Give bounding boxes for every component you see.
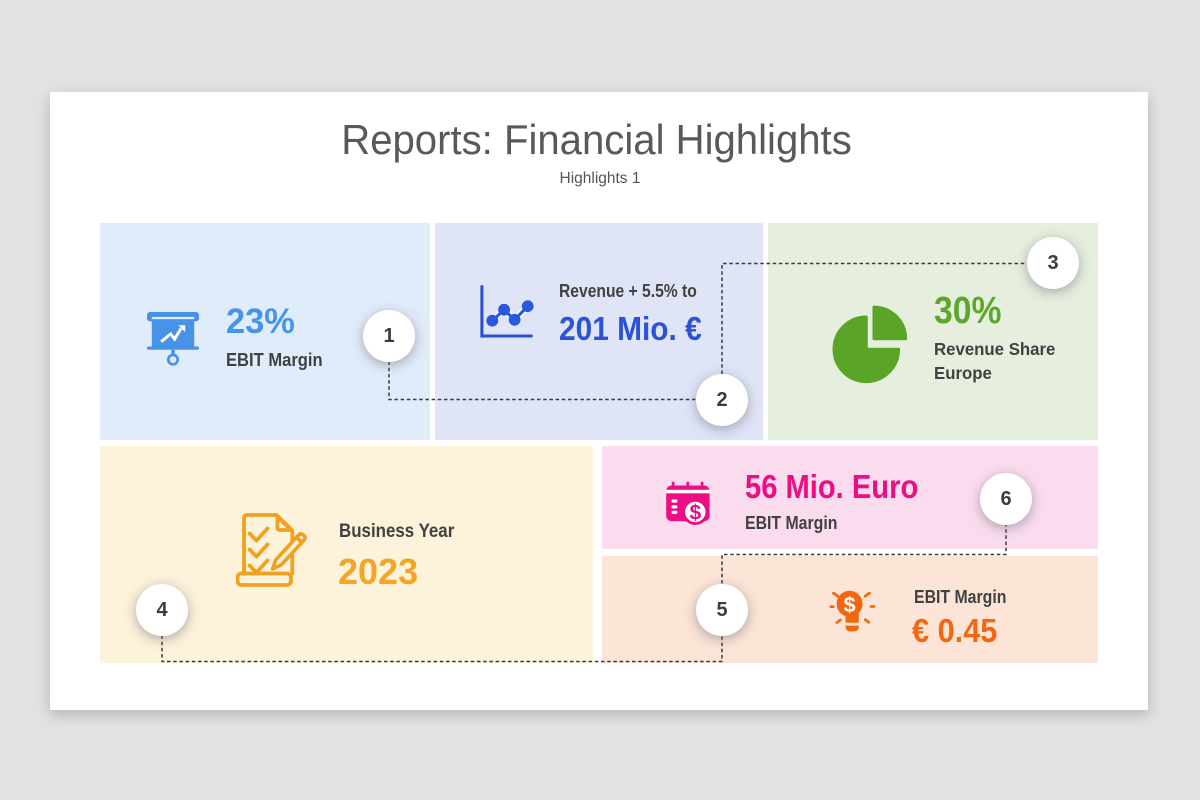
svg-text:$: $ [689, 501, 701, 524]
svg-text:$: $ [844, 593, 856, 617]
